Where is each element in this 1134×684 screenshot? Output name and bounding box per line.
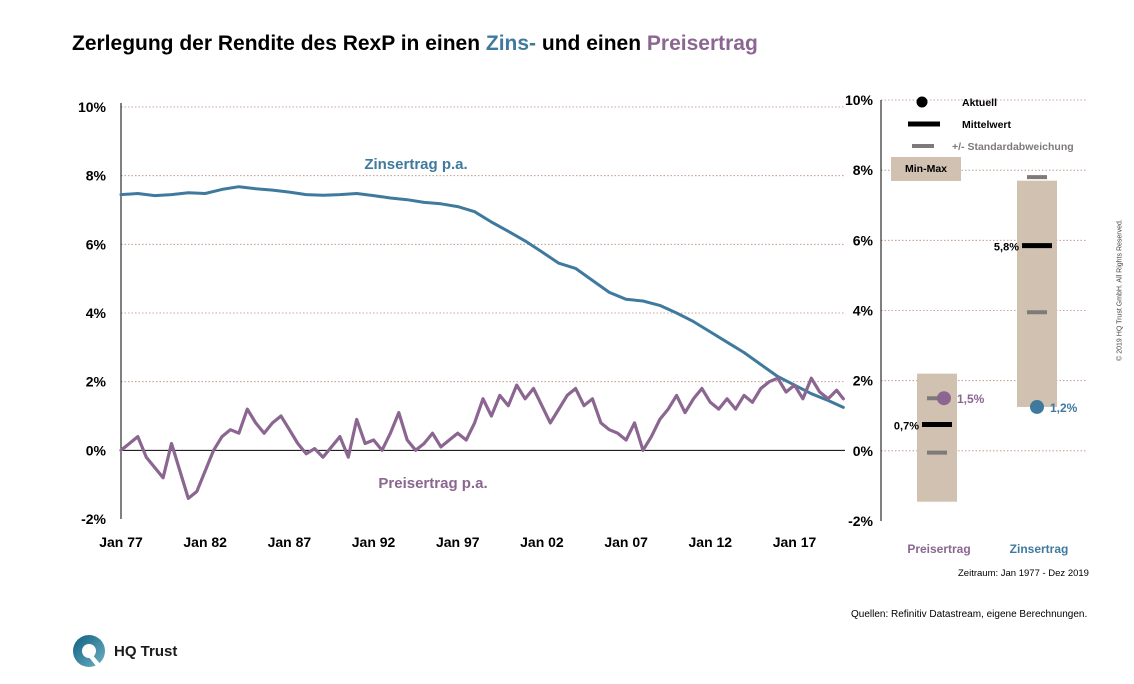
line-chart-x-tick-label: Jan 77 <box>99 534 143 550</box>
mean-value-label: 0,7% <box>894 421 919 433</box>
zinsertrag-line-label: Zinsertrag p.a. <box>364 156 467 173</box>
current-value-label: 1,2% <box>1050 401 1078 415</box>
box-chart-grid: -2% 0% 2% 4% 6% 8% 10% <box>845 92 1086 529</box>
line-chart-y-tick-label: 4% <box>86 305 107 321</box>
box-chart-y-tick-label: 2% <box>853 373 874 389</box>
title-part2: und einen <box>536 32 647 55</box>
period-note: Zeitraum: Jan 1977 - Dez 2019 <box>958 568 1089 579</box>
box-chart-y-tick-label: 8% <box>853 162 874 178</box>
hq-trust-logo: HQ Trust <box>72 634 222 670</box>
box-chart-y-tick-label: 0% <box>853 443 874 459</box>
line-chart-x-tick-label: Jan 92 <box>352 534 396 550</box>
line-chart-y-tick-label: 6% <box>86 236 107 252</box>
legend-mittelwert-label: Mittelwert <box>962 119 1012 131</box>
line-chart-y-tick-label: 2% <box>86 374 107 390</box>
box-chart-y-tick-label: -2% <box>848 513 873 529</box>
line-chart-series <box>119 185 845 500</box>
category-label: Preisertrag <box>907 542 970 556</box>
preisertrag-series-line <box>119 376 845 500</box>
line-chart-x-tick-label: Jan 97 <box>436 534 480 550</box>
hq-trust-logo-icon <box>73 635 105 667</box>
line-chart-x-tick-label: Jan 07 <box>604 534 648 550</box>
line-chart-x-tick-label: Jan 02 <box>520 534 564 550</box>
line-chart-y-tick-label: -2% <box>81 511 106 527</box>
sources-note: Quellen: Refinitiv Datastream, eigene Be… <box>851 609 1088 620</box>
line-chart-y-tick-label: 8% <box>86 168 107 184</box>
line-chart-axes: -2% 0% 2% 4% 6% 8% 10% Jan 77 Jan 82 Jan 87 Jan 92… <box>78 99 845 550</box>
box-chart-boxes: 0,7% 1,5% Preisertrag 5,8% 1,2% Zinsertrag <box>894 175 1078 556</box>
box-chart-legend: Aktuell Mittelwert +/- Standardabweichung M… <box>891 96 1074 181</box>
title-part1: Zerlegung der Rendite des RexP in einen <box>72 32 486 55</box>
line-chart-x-tick-label: Jan 82 <box>183 534 227 550</box>
mean-value-label: 5,8% <box>994 242 1019 254</box>
box-chart-y-tick-label: 6% <box>853 232 874 248</box>
line-chart-grid <box>121 106 845 383</box>
line-chart-x-tick-label: Jan 12 <box>689 534 733 550</box>
minmax-box-zinsertrag <box>1017 180 1057 407</box>
hq-trust-logo-text: HQ Trust <box>114 643 178 660</box>
legend-minmax-box <box>891 157 961 181</box>
line-chart-x-tick-label: Jan 87 <box>268 534 312 550</box>
current-value-label: 1,5% <box>957 392 985 406</box>
title-preis: Preisertrag <box>646 32 758 55</box>
chart-title: Zerlegung der Rendite des RexP in einen … <box>72 32 758 56</box>
title-zins: Zins- <box>485 32 537 55</box>
line-chart-x-tick-label: Jan 17 <box>773 534 817 550</box>
line-chart-y-tick-label: 10% <box>78 99 107 115</box>
current-value-dot <box>937 391 951 406</box>
category-label: Zinsertrag <box>1010 542 1069 556</box>
box-chart-y-tick-label: 10% <box>845 92 874 108</box>
box-chart-y-tick-label: 4% <box>853 303 874 319</box>
preisertrag-line-label: Preisertrag p.a. <box>378 475 487 492</box>
copyright-note: © 2019 HQ Trust GmbH. All Rights Reserve… <box>1116 219 1124 361</box>
legend-aktuell-label: Aktuell <box>962 97 997 109</box>
legend-aktuell-dot <box>916 96 928 108</box>
legend-minmax-label: Min-Max <box>905 163 947 175</box>
zinsertrag-series-line <box>119 185 845 409</box>
line-chart-y-tick-label: 0% <box>86 442 107 458</box>
minmax-box-preisertrag <box>917 373 957 502</box>
legend-stddev-label: +/- Standardabweichung <box>952 141 1074 153</box>
current-value-dot <box>1030 399 1044 414</box>
